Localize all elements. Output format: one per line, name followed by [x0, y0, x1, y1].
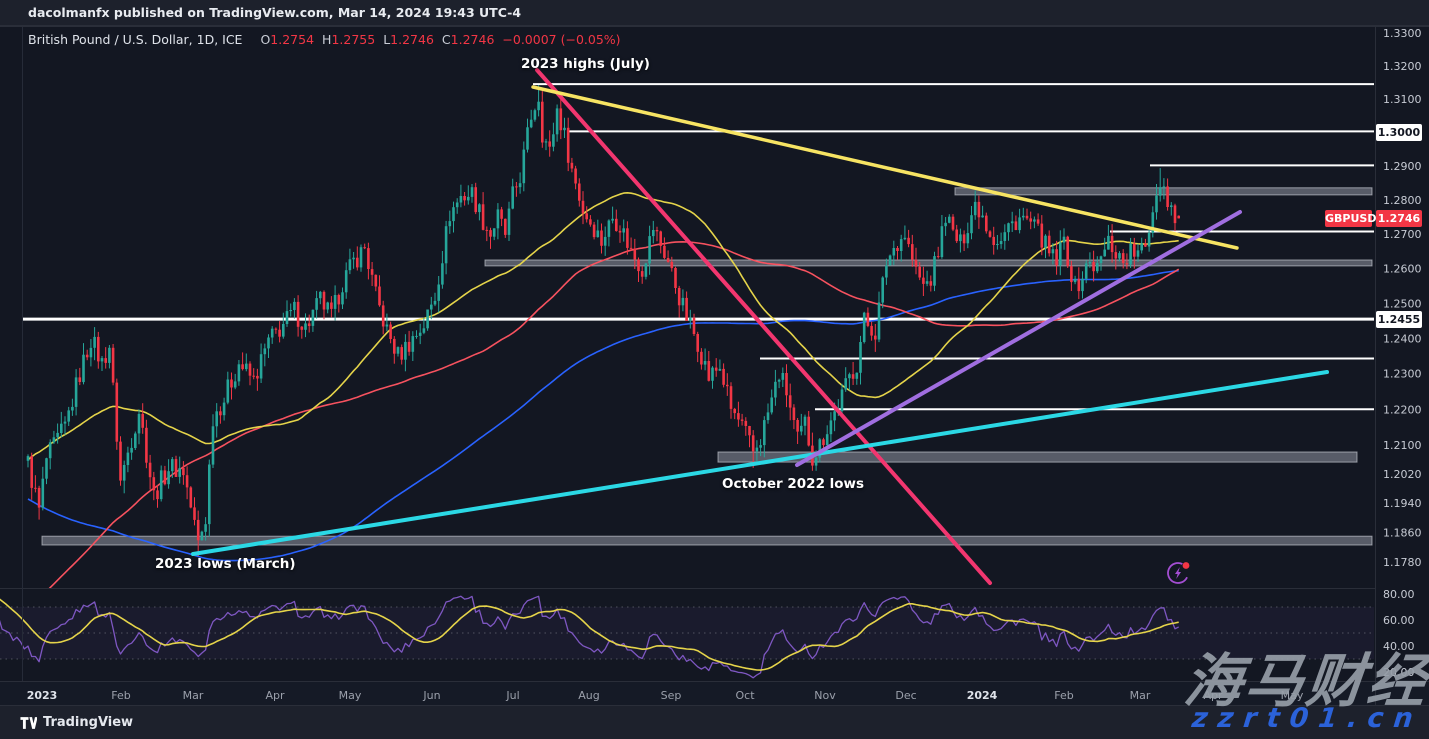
svg-text:2023: 2023	[27, 689, 58, 702]
svg-text:Mar: Mar	[1130, 689, 1151, 702]
svg-text:Sep: Sep	[661, 689, 682, 702]
level-badge-12455: 1.2455	[1376, 311, 1422, 328]
svg-text:1.2200: 1.2200	[1383, 403, 1422, 416]
svg-text:Aug: Aug	[578, 689, 599, 702]
tradingview-logo-text: TradingView	[43, 715, 134, 730]
symbol-legend[interactable]: British Pound / U.S. Dollar, 1D, ICE O1.2…	[28, 32, 621, 47]
svg-text:20.00: 20.00	[1383, 666, 1415, 679]
svg-text:May: May	[1281, 689, 1304, 702]
indicator-axis[interactable]: 80.00 60.00 40.00 20.00	[1383, 588, 1415, 679]
svg-text:2024: 2024	[967, 689, 998, 702]
last-price-badge: 1.2746	[1376, 210, 1422, 227]
svg-text:1.2500: 1.2500	[1383, 297, 1422, 310]
main-pane[interactable]	[8, 68, 1374, 610]
svg-text:1.2600: 1.2600	[1383, 263, 1422, 276]
svg-text:1.1780: 1.1780	[1383, 556, 1422, 569]
svg-text:1.2400: 1.2400	[1383, 332, 1422, 345]
svg-text:Feb: Feb	[111, 689, 130, 702]
svg-text:Mar: Mar	[183, 689, 204, 702]
svg-text:May: May	[339, 689, 362, 702]
tradingview-logo[interactable]: TradingView	[20, 715, 133, 730]
svg-text:Apr: Apr	[265, 689, 285, 702]
svg-text:1.3100: 1.3100	[1383, 93, 1422, 106]
svg-text:Oct: Oct	[735, 689, 755, 702]
svg-text:1.2020: 1.2020	[1383, 468, 1422, 481]
svg-text:1.2300: 1.2300	[1383, 368, 1422, 381]
svg-text:1.2100: 1.2100	[1383, 439, 1422, 452]
time-axis[interactable]: 2023 Feb Mar Apr May Jun Jul Aug Sep Oct Nov Dec 202…	[27, 689, 1304, 702]
svg-text:1.3200: 1.3200	[1383, 60, 1422, 73]
svg-text:1.3300: 1.3300	[1383, 27, 1422, 40]
svg-text:1.2800: 1.2800	[1383, 194, 1422, 207]
svg-text:Feb: Feb	[1054, 689, 1073, 702]
svg-text:60.00: 60.00	[1383, 614, 1415, 627]
symbol-badge: GBPUSD	[1325, 210, 1377, 227]
rsi-pane[interactable]	[0, 595, 1374, 679]
svg-text:1.1940: 1.1940	[1383, 497, 1422, 510]
annotation-2023-lows: 2023 lows (March)	[155, 556, 296, 572]
price-axis[interactable]: 1.3300 1.3200 1.3100 1.2900 1.2800 1.2700 1.26…	[1383, 27, 1422, 569]
svg-text:1.2900: 1.2900	[1383, 160, 1422, 173]
svg-text:Jul: Jul	[505, 689, 519, 702]
tradingview-logo-icon	[20, 716, 37, 729]
annotation-october-2022-lows: October 2022 lows	[722, 476, 865, 492]
annotation-2023-highs: 2023 highs (July)	[521, 56, 650, 72]
symbol-title: British Pound / U.S. Dollar, 1D, ICE	[28, 32, 243, 47]
publish-bar: dacolmanfx published on TradingView.com,…	[0, 0, 1429, 26]
svg-text:Nov: Nov	[814, 689, 836, 702]
svg-text:40.00: 40.00	[1383, 640, 1415, 653]
svg-text:Apr: Apr	[1203, 689, 1223, 702]
svg-text:Jun: Jun	[422, 689, 440, 702]
footer-bar: TradingView	[0, 705, 1429, 739]
svg-text:1.1860: 1.1860	[1383, 527, 1422, 540]
svg-text:Dec: Dec	[895, 689, 916, 702]
svg-text:80.00: 80.00	[1383, 588, 1415, 601]
publish-text: dacolmanfx published on TradingView.com,…	[28, 5, 522, 20]
svg-text:1.2700: 1.2700	[1383, 228, 1422, 241]
change-value: −0.0007 (−0.05%)	[502, 32, 621, 47]
level-badge-13000: 1.3000	[1376, 124, 1422, 141]
